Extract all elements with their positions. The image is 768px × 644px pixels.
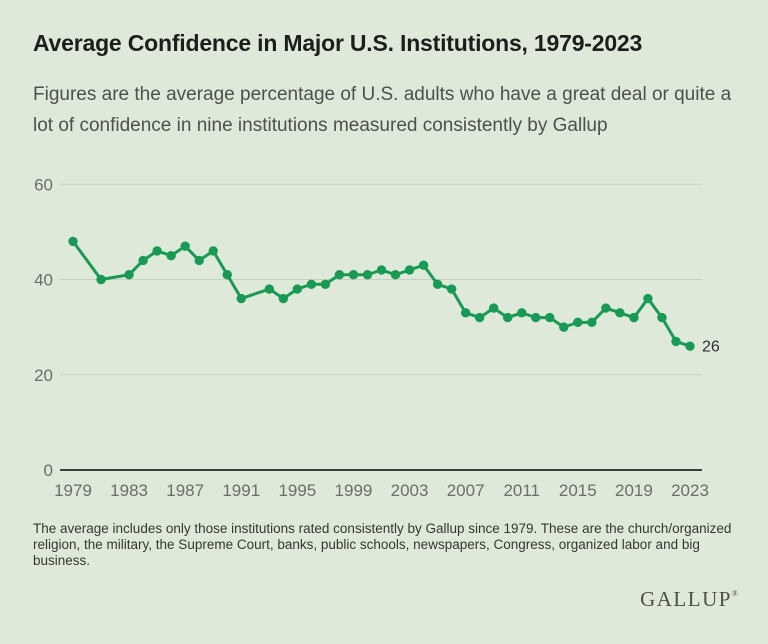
x-tick-label: 1999 — [335, 481, 373, 500]
x-tick-label: 1991 — [222, 481, 260, 500]
data-point — [320, 279, 331, 289]
page-title: Average Confidence in Major U.S. Institu… — [33, 30, 643, 56]
data-point — [418, 260, 429, 270]
gallup-logo-text: GALLUP — [640, 587, 732, 611]
data-point — [334, 270, 345, 280]
chart-subtitle: Figures are the average percentage of U.… — [33, 84, 732, 136]
data-point — [587, 317, 597, 328]
data-point — [362, 270, 373, 280]
data-point — [432, 279, 443, 289]
x-tick-label: 2019 — [615, 481, 653, 500]
data-point — [292, 284, 303, 294]
data-point — [138, 255, 148, 266]
y-tick-label: 0 — [44, 461, 53, 480]
data-point — [166, 250, 176, 261]
data-point — [615, 308, 625, 318]
data-point — [96, 274, 106, 285]
data-point — [404, 265, 415, 275]
data-point — [376, 265, 387, 275]
x-tick-label: 2015 — [559, 481, 597, 500]
x-tick-label: 2007 — [447, 481, 485, 500]
data-point — [460, 308, 471, 318]
x-tick-label: 2011 — [503, 481, 540, 500]
data-point — [264, 284, 275, 294]
confidence-line-chart: 0 20 40 60 1979 1983 1987 1991 1995 1999 2003 2007 2… — [34, 175, 720, 500]
data-point — [685, 341, 695, 351]
data-point — [531, 312, 541, 323]
data-point — [236, 293, 246, 304]
end-value-label: 26 — [702, 339, 720, 356]
gallup-logo: GALLUP® — [640, 587, 738, 612]
data-point — [629, 312, 639, 323]
data-point — [68, 236, 78, 247]
trend-line — [71, 239, 692, 348]
y-tick-label: 60 — [34, 175, 53, 194]
data-point — [124, 270, 134, 280]
data-point — [545, 312, 555, 323]
x-tick-label: 2003 — [391, 481, 429, 500]
x-tick-label: 1995 — [278, 481, 316, 500]
data-point — [503, 312, 513, 323]
data-point — [348, 270, 359, 280]
data-point — [488, 303, 499, 313]
data-point — [180, 241, 190, 251]
y-tick-label: 40 — [34, 271, 53, 290]
data-point — [194, 255, 204, 266]
chart-footnote: The average includes only those institut… — [33, 521, 732, 569]
data-point — [671, 336, 681, 347]
data-point — [446, 284, 457, 294]
data-point — [573, 317, 583, 328]
data-point — [601, 303, 611, 313]
data-point — [152, 246, 162, 256]
registered-trademark-icon: ® — [731, 589, 738, 598]
data-point — [278, 293, 289, 304]
x-tick-label: 1983 — [110, 481, 148, 500]
data-point — [657, 312, 667, 323]
data-point — [517, 308, 527, 318]
data-point — [390, 270, 401, 280]
data-point — [559, 322, 569, 332]
data-point — [306, 279, 317, 289]
x-tick-label: 2023 — [671, 481, 709, 500]
data-point — [474, 312, 485, 323]
data-point — [222, 270, 232, 280]
y-tick-label: 20 — [34, 366, 53, 385]
data-point — [643, 293, 653, 304]
data-point — [208, 246, 218, 256]
x-tick-label: 1987 — [166, 481, 204, 500]
x-tick-label: 1979 — [54, 481, 92, 500]
